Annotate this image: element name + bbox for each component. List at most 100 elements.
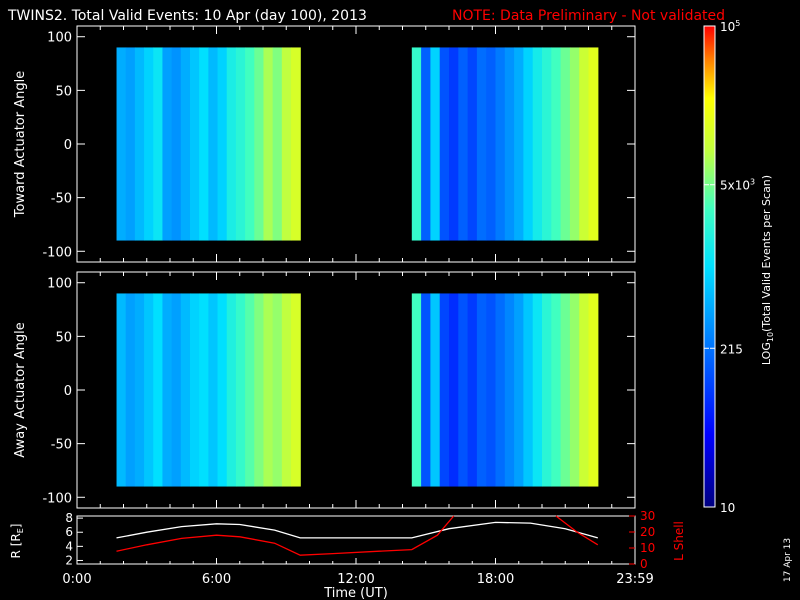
heatmap-column [180,47,191,241]
heatmap-column [254,47,265,241]
heatmap-column [523,47,534,241]
chart-title: TWINS2. Total Valid Events: 10 Apr (day … [7,8,367,24]
orbit-lines [116,515,599,556]
y-tick-label: 0 [64,384,72,399]
heatmap-column [208,293,219,487]
heatmap-column [430,293,441,487]
heatmap-column [523,293,534,487]
y-tick-label: -50 [51,438,72,453]
toward-heatmap [116,47,599,241]
heatmap-column [134,47,145,241]
heatmap-column [495,293,506,487]
x-tick-label: 12:00 [337,572,374,587]
x-tick-label: 23:59 [616,572,653,587]
colorbar [703,25,716,508]
heatmap-column [411,47,422,241]
y-tick-label: 50 [55,330,72,345]
heatmap-column [439,293,450,487]
orbit-ylabel-left: R [RE] [9,524,25,559]
heatmap-column [514,47,524,241]
heatmap-column [116,47,127,241]
orbit-left-tick-label: 2 [65,553,73,567]
y-tick-label: 100 [47,277,72,292]
away-ylabel: Away Actuator Angle [13,322,28,457]
orbit-ylabel-right: L Shell [672,521,686,561]
heatmap-column [421,47,431,241]
heatmap-column [180,293,191,487]
heatmap-column [199,293,209,487]
heatmap-column [226,47,237,241]
colorbar-tick-label: 10 [720,501,735,515]
y-tick-label: 100 [47,31,72,46]
heatmap-column [235,293,246,487]
heatmap-column [263,293,274,487]
preliminary-note: NOTE: Data Preliminary - Not validated [452,8,725,24]
heatmap-column [449,47,459,241]
heatmap-column [144,293,154,487]
heatmap-column [281,47,292,241]
heatmap-column [116,293,127,487]
heatmap-column [144,47,154,241]
heatmap-column [272,293,283,487]
x-tick-label: 0:00 [62,572,91,587]
heatmap-column [235,47,246,241]
r-distance-line [116,521,598,539]
heatmap-column [486,47,497,241]
heatmap-column [171,293,182,487]
orbit-panel-frame [76,515,636,565]
heatmap-column [449,293,459,487]
orbit-right-tick-label: 30 [640,509,655,523]
heatmap-column [458,293,469,487]
colorbar-tick-label: 5x103 [720,178,755,193]
heatmap-column [588,47,599,241]
heatmap-column [560,47,571,241]
heatmap-column [514,293,524,487]
colorbar-tick-label: 215 [720,342,743,356]
heatmap-column [569,293,580,487]
heatmap-column [411,293,422,487]
heatmap-column [476,293,487,487]
orbit-right-tick-label: 0 [640,557,648,571]
heatmap-column [291,47,301,241]
heatmap-column [153,293,164,487]
heatmap-column [476,47,487,241]
heatmap-column [217,293,228,487]
orbit-left-tick-label: 6 [65,525,73,539]
heatmap-column [199,47,209,241]
orbit-left-tick-label: 8 [65,511,73,525]
y-tick-label: -100 [42,491,72,506]
heatmap-column [551,293,562,487]
heatmap-column [551,47,562,241]
heatmap-column [217,47,228,241]
heatmap-column [430,47,441,241]
heatmap-column [421,293,431,487]
heatmap-column [291,293,301,487]
heatmap-column [245,293,255,487]
heatmap-column [560,293,571,487]
heatmap-column [579,47,590,241]
colorbar-label: LOG10(Total Valid Events per Scan) [760,175,775,365]
heatmap-column [245,47,255,241]
heatmap-column [190,47,200,241]
heatmap-column [532,293,543,487]
heatmap-column [458,47,469,241]
away-y-axis: 100 50 0 -50 -100 [42,272,635,508]
heatmap-column [579,293,590,487]
orbit-left-tick-label: 4 [65,539,73,553]
heatmap-column [486,293,497,487]
heatmap-column [467,47,478,241]
heatmap-column [588,293,599,487]
heatmap-column [171,47,182,241]
heatmap-column [272,47,283,241]
x-tick-label: 18:00 [477,572,514,587]
heatmap-column [504,293,515,487]
heatmap-column [162,47,173,241]
y-tick-label: 50 [55,84,72,99]
colorbar-ticks: 105 5x103 215 10 [704,19,755,515]
y-tick-label: -100 [42,245,72,260]
l-shell-line [555,515,599,546]
date-stamp: 17 Apr 13 [783,538,793,582]
l-shell-line [116,515,455,556]
heatmap-column [439,47,450,241]
